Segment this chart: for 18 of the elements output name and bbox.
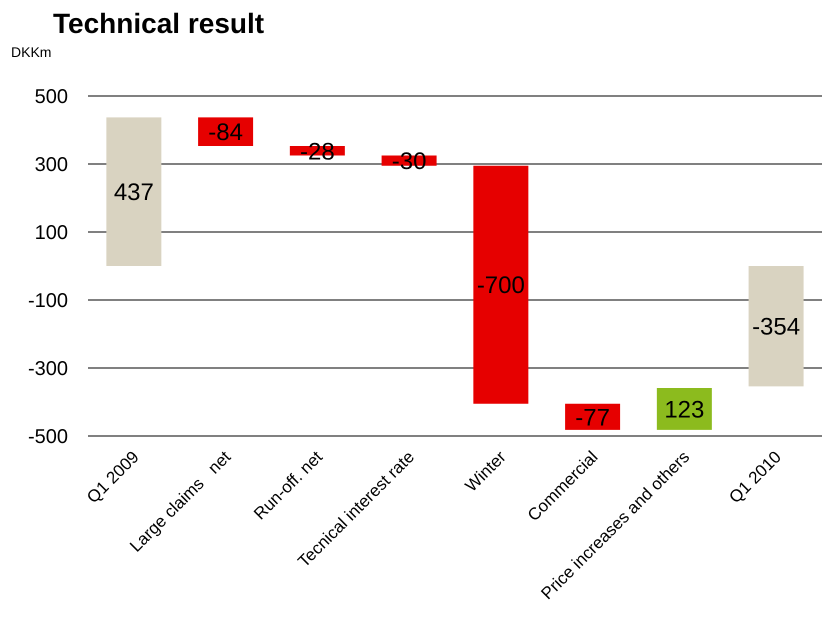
- y-tick-label: 500: [34, 86, 68, 108]
- data-label: -84: [208, 119, 243, 146]
- y-tick-label: -100: [28, 290, 68, 312]
- bar: [565, 404, 620, 430]
- y-tick-label: 100: [34, 222, 68, 244]
- y-axis-title: DKKm: [11, 44, 52, 60]
- chart-title: Technical result: [53, 8, 264, 40]
- y-tick-label: -300: [28, 358, 68, 380]
- data-label: -77: [575, 404, 610, 432]
- bar: [473, 166, 528, 404]
- y-tick-label: 300: [34, 154, 68, 176]
- data-label: 437: [114, 179, 154, 206]
- data-label: -354: [752, 314, 800, 341]
- y-tick-label: -500: [28, 426, 68, 448]
- data-label: 123: [664, 396, 704, 424]
- data-label: -700: [476, 272, 525, 300]
- bar: [748, 266, 804, 386]
- bar: [106, 117, 162, 266]
